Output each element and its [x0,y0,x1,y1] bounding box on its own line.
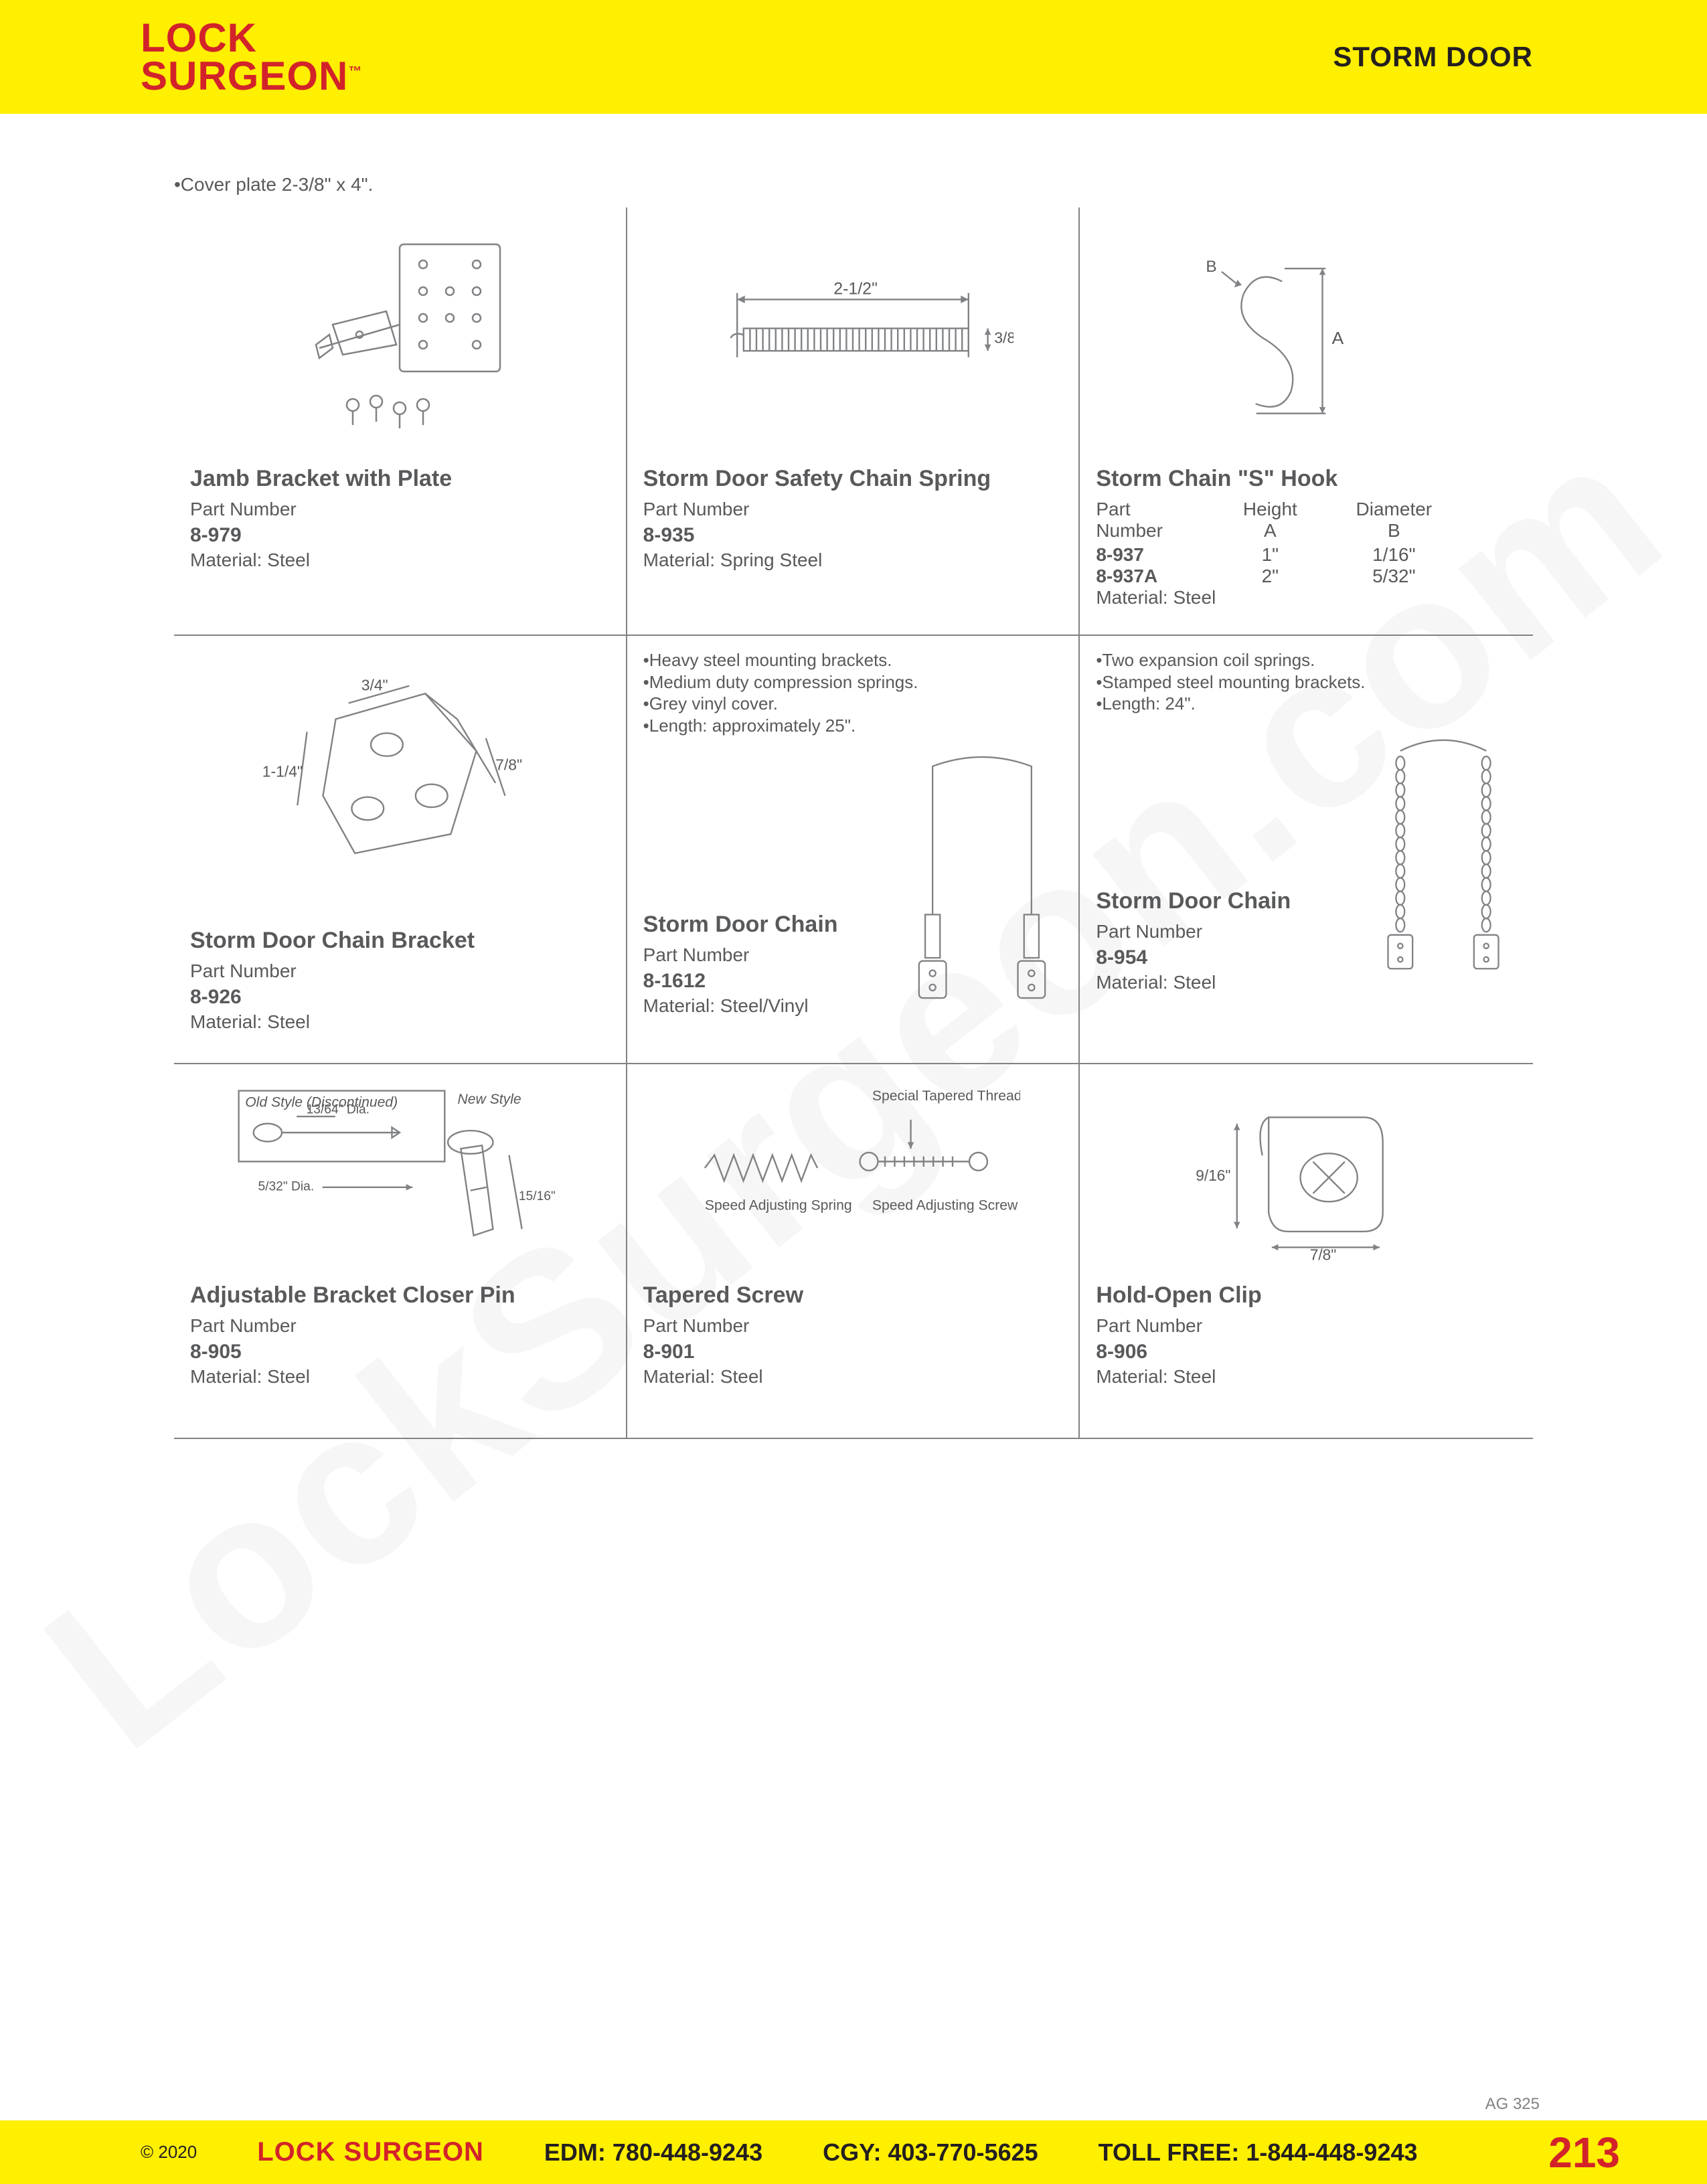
cell-s-hook: B A Storm Chain "S" Hook Part Number Hei… [1080,207,1533,636]
content-area: •Cover plate 2-3/8" x 4". [0,114,1707,1439]
r1c3: 1/16" [1350,544,1437,566]
label: Part Number [643,944,902,966]
label: Part Number [1096,1315,1517,1337]
r1c1: 8-937 [1096,544,1190,566]
label: Part Number [190,1315,610,1337]
material: Material: Steel [1096,1366,1517,1388]
th2: Height A [1236,499,1303,541]
part: 8-1612 [643,970,902,993]
material: Material: Steel [190,1366,610,1388]
label: Part Number [643,499,1063,520]
top-note: •Cover plate 2-3/8" x 4". [174,174,1533,195]
label: Part Number [190,960,610,982]
cell-closer-pin: Old Style (Discontinued) 13/64" Dia. 5/3… [174,1064,627,1439]
svg-text:Speed Adjusting Screw: Speed Adjusting Screw [872,1198,1018,1213]
label: Part Number [643,1315,1063,1337]
cell-chain-bracket: 3/4" 7/8" 1-1/4" Storm Door Chain Bracke… [174,636,627,1064]
svg-text:5/32" Dia.: 5/32" Dia. [258,1180,315,1194]
r1c2: 1" [1236,544,1303,566]
logo: LOCK SURGEON™ [141,19,362,95]
part: 8-906 [1096,1341,1517,1363]
diagram-closer-pin: Old Style (Discontinued) 13/64" Dia. 5/3… [190,1078,610,1272]
part: 8-954 [1096,946,1370,969]
cell-jamb-bracket: Jamb Bracket with Plate Part Number 8-97… [174,207,627,636]
svg-text:9/16": 9/16" [1196,1167,1230,1184]
diagram-chain-steel [1370,720,1517,993]
cell-hold-open-clip: 9/16" 7/8" Hold-Open Clip Part Number 8-… [1080,1064,1533,1439]
title: Storm Door Chain [643,912,902,938]
material: Material: Steel [190,1011,610,1033]
svg-text:13/64" Dia.: 13/64" Dia. [307,1103,370,1117]
part: 8-935 [643,524,1063,547]
r2c3: 5/32" [1350,566,1437,587]
material: Material: Steel [1096,972,1370,993]
r2c1: 8-937A [1096,566,1190,587]
svg-text:3/4": 3/4" [361,677,388,694]
th3: Diameter B [1350,499,1437,541]
material: Material: Spring Steel [643,550,1063,571]
bullets: •Two expansion coil springs. •Stamped st… [1096,649,1517,715]
title: Jamb Bracket with Plate [190,466,610,492]
diagram-chain-vinyl [902,742,1062,1017]
copyright: © 2020 [141,2142,197,2163]
svg-text:7/8": 7/8" [1309,1246,1336,1264]
svg-text:1-1/4": 1-1/4" [262,762,303,780]
material: Material: Steel/Vinyl [643,995,902,1017]
dim-w: 2-1/2" [833,280,878,299]
header-bar: LOCK SURGEON™ STORM DOOR [0,0,1707,114]
cell-safety-spring: 2-1/2" 3/8" Storm Door Safety Chain Spri… [627,207,1080,636]
diagram-hold-open-clip: 9/16" 7/8" [1096,1078,1517,1272]
title: Adjustable Bracket Closer Pin [190,1282,610,1309]
part: 8-905 [190,1341,610,1363]
footer-brand: LOCK SURGEON [257,2137,484,2167]
spec-table: Part Number Height A Diameter B 8-937 1"… [1096,499,1517,587]
svg-text:Special Tapered Threads: Special Tapered Threads [872,1088,1020,1104]
diagram-safety-spring: 2-1/2" 3/8" [643,221,1063,455]
title: Storm Door Chain [1096,888,1370,914]
phone-toll: TOLL FREE: 1-844-448-9243 [1099,2138,1418,2167]
phone-edm: EDM: 780-448-9243 [544,2138,762,2167]
material: Material: Steel [643,1366,1063,1388]
diagram-tapered-screw: Special Tapered Threads Speed Adjusting … [643,1078,1063,1272]
material: Material: Steel [190,550,610,571]
material: Material: Steel [1096,587,1517,608]
title: Hold-Open Clip [1096,1282,1517,1309]
r2c2: 2" [1236,566,1303,587]
diagram-s-hook: B A [1096,221,1517,455]
cell-door-chain-1612: •Heavy steel mounting brackets. •Medium … [627,636,1080,1064]
part: 8-901 [643,1341,1063,1363]
label-a: A [1331,328,1344,348]
ag-code: AG 325 [1485,2095,1540,2114]
label: Part Number [190,499,610,520]
title: Tapered Screw [643,1282,1063,1309]
title: Storm Chain "S" Hook [1096,466,1517,492]
dim-h: 3/8" [994,329,1013,347]
cell-door-chain-954: •Two expansion coil springs. •Stamped st… [1080,636,1533,1064]
label-b: B [1206,258,1216,276]
page-number: 213 [1548,2128,1620,2177]
title: Storm Door Safety Chain Spring [643,466,1063,492]
th1: Part Number [1096,499,1190,541]
diagram-jamb-bracket [190,221,610,455]
title: Storm Door Chain Bracket [190,928,610,954]
label: Part Number [1096,921,1370,942]
logo-line2: SURGEON [141,54,348,98]
svg-text:15/16": 15/16" [519,1189,556,1203]
product-grid: Jamb Bracket with Plate Part Number 8-97… [174,207,1533,1439]
bullets: •Heavy steel mounting brackets. •Medium … [643,649,1063,736]
svg-text:Speed Adjusting Spring: Speed Adjusting Spring [705,1198,852,1213]
svg-text:New Style: New Style [458,1092,521,1107]
part: 8-979 [190,524,610,547]
footer-bar: © 2020 LOCK SURGEON EDM: 780-448-9243 CG… [0,2120,1707,2184]
category-title: STORM DOOR [1333,41,1533,73]
diagram-chain-bracket: 3/4" 7/8" 1-1/4" [190,649,610,917]
part: 8-926 [190,986,610,1009]
logo-tm: ™ [348,64,362,79]
svg-text:7/8": 7/8" [496,756,523,774]
phone-cgy: CGY: 403-770-5625 [823,2138,1038,2167]
cell-tapered-screw: Special Tapered Threads Speed Adjusting … [627,1064,1080,1439]
